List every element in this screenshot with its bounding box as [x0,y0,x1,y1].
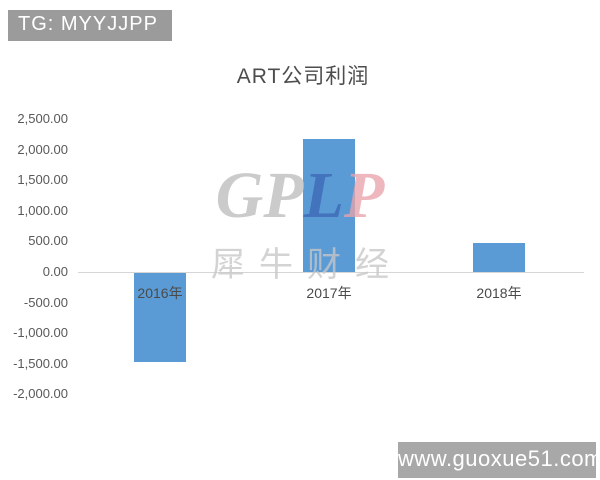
y-axis-tick-label: 2,500.00 [17,111,68,127]
y-axis-tick-label: 0.00 [42,264,68,279]
y-axis-tick-label: 1,000.00 [17,202,68,218]
y-axis-tick-label: 500.00 [28,233,68,249]
x-axis-zero-line [78,272,584,273]
y-axis-tick-label: -1,500.00 [13,355,68,371]
y-axis-tick-label: -500.00 [23,294,68,310]
chart-title: ART公司利润 [236,65,370,88]
bar-2018年 [473,243,525,272]
x-axis-category-label: 2017年 [306,285,352,301]
bar-2016年 [134,273,186,362]
bottom-right-watermark-badge: www.guoxue51.com [398,442,600,478]
y-axis-tick-label: 1,500.00 [17,172,68,188]
y-axis-tick-label: 2,000.00 [17,141,68,157]
y-axis-tick-label: -2,000.00 [13,386,68,402]
x-axis-category-label: 2016年 [137,285,183,301]
y-axis-tick-label: -1,000.00 [13,325,68,341]
bar-2017年 [303,138,355,272]
x-axis-category-label: 2018年 [476,285,522,301]
top-left-watermark-badge: TG: MYYJJPP [8,10,172,41]
